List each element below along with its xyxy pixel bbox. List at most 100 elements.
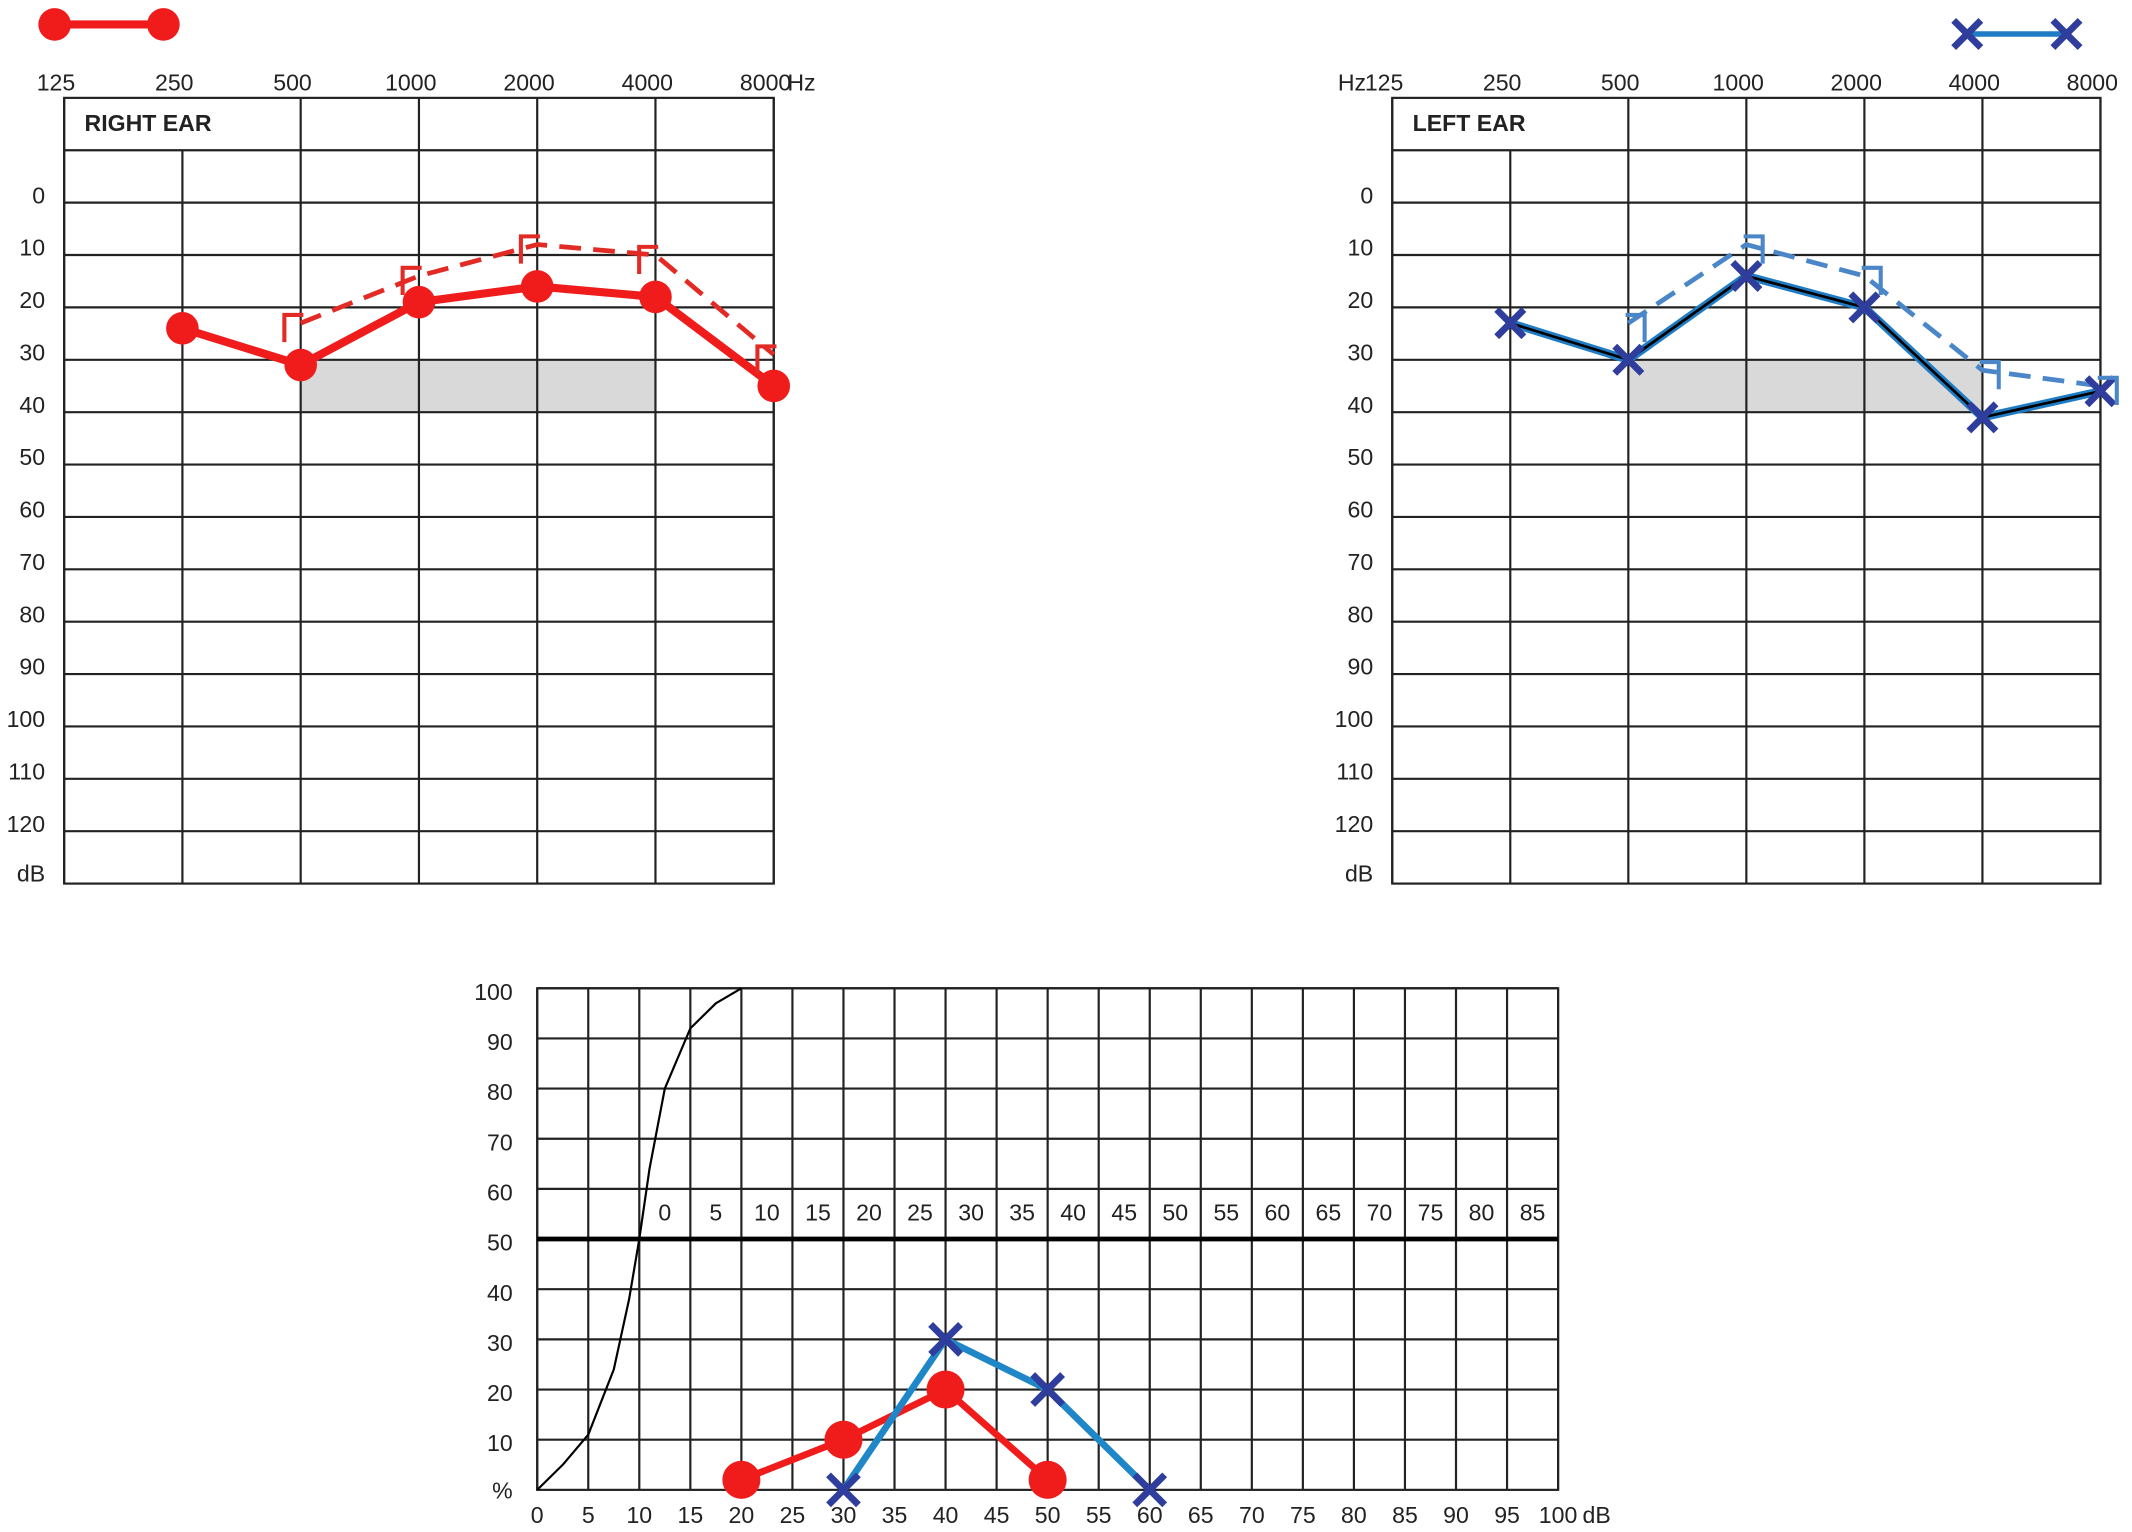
x-tick-label: 0 (531, 1502, 544, 1528)
y-tick-label: 0 (32, 182, 45, 208)
x-tick-label: 40 (933, 1502, 959, 1528)
marker (755, 344, 777, 374)
x-tick-label: 95 (1494, 1502, 1520, 1528)
x-tick-label: 8000 (740, 69, 791, 95)
y-tick-label: 100 (7, 706, 46, 732)
x-tick-label: 500 (1601, 69, 1640, 95)
right-ear-legend (38, 8, 180, 41)
marker (1730, 259, 1763, 292)
audiogram: 125 250 500 1000 2000 4000 8000 0 10 20 30 40 50 60 70… (7, 69, 816, 886)
y-tick-label: 70 (487, 1129, 513, 1155)
y-tick-label: 90 (1348, 654, 1374, 680)
x2-tick-label: 25 (907, 1200, 933, 1226)
y-tick-label: 120 (7, 811, 46, 837)
marker (400, 265, 422, 295)
marker (284, 348, 317, 382)
marker (2084, 375, 2117, 408)
x-tick-label: 55 (1086, 1502, 1112, 1528)
y-tick-label: 50 (19, 444, 45, 470)
marker (824, 1420, 863, 1459)
marker (1861, 265, 1883, 295)
x2-tick-label: 60 (1265, 1200, 1291, 1226)
x-tick-label: 65 (1188, 1502, 1214, 1528)
speech-chart: 0 5 10 15 20 25 30 35 40 45 50 55 60 65 70 75 80 85 90 95 10… (474, 979, 1611, 1528)
x-tick-label: 1000 (1713, 69, 1764, 95)
x-tick-label: 85 (1392, 1502, 1418, 1528)
marker (1966, 401, 1999, 434)
y-tick-label: 10 (1348, 235, 1374, 261)
y-tick-label: 20 (487, 1380, 513, 1406)
x-tick-label: 15 (677, 1502, 703, 1528)
x-axis-label: dB (1583, 1502, 1611, 1528)
y-tick-label: 80 (19, 601, 45, 627)
y-tick-label: 10 (487, 1430, 513, 1456)
y-tick-label: 50 (1348, 444, 1374, 470)
x2-tick-label: 50 (1162, 1200, 1188, 1226)
x-axis-label: Hz (1338, 69, 1366, 95)
x-tick-label: 25 (780, 1502, 806, 1528)
legend-marker (38, 8, 71, 41)
chart-title: RIGHT EAR (85, 110, 212, 136)
x-tick-label: 50 (1035, 1502, 1061, 1528)
y-tick-label: 20 (19, 287, 45, 313)
x2-tick-label: 20 (856, 1200, 882, 1226)
y-tick-label: 10 (19, 235, 45, 261)
y-axis-label: % (492, 1478, 513, 1504)
x-axis-label: Hz (787, 69, 815, 95)
y-tick-label: 30 (1348, 339, 1374, 365)
marker (1625, 312, 1647, 343)
x-tick-label: 100 (1539, 1502, 1578, 1528)
marker (520, 270, 554, 303)
marker (1612, 343, 1645, 376)
x-tick-label: 70 (1239, 1502, 1265, 1528)
x2-tick-label: 30 (958, 1200, 984, 1226)
shaded-range (300, 359, 656, 413)
x-tick-label: 10 (626, 1502, 652, 1528)
legend-marker (147, 8, 180, 41)
y-tick-label: 40 (487, 1280, 513, 1306)
y-tick-label: 120 (1335, 811, 1374, 837)
x-tick-label: 30 (831, 1502, 857, 1528)
marker (826, 1472, 861, 1508)
y-tick-label: 110 (8, 758, 45, 784)
x2-tick-label: 45 (1111, 1200, 1137, 1226)
y-tick-label: 100 (1335, 706, 1374, 732)
marker (1979, 360, 2001, 390)
x-tick-label: 2000 (1831, 69, 1882, 95)
marker (1030, 1372, 1066, 1407)
y-tick-label: 40 (19, 392, 45, 418)
y-tick-label: 100 (474, 979, 513, 1005)
y-tick-label: 90 (487, 1029, 513, 1055)
x-tick-label: 125 (1365, 69, 1404, 95)
marker (518, 234, 540, 264)
marker (1494, 307, 1527, 340)
x-tick-label: 1000 (385, 69, 436, 95)
x-tick-label: 125 (37, 69, 76, 95)
audiogram: 125 250 500 1000 2000 4000 8000 0 10 20 30 40 50 60 70… (1335, 69, 2118, 886)
marker (2097, 375, 2119, 405)
marker (1848, 291, 1881, 324)
marker (639, 280, 672, 314)
marker (1028, 1460, 1067, 1499)
y-tick-label: 0 (1360, 182, 1373, 208)
x2-tick-label: 55 (1213, 1200, 1239, 1226)
y-tick-label: 30 (487, 1330, 513, 1356)
x2-tick-label: 65 (1316, 1200, 1342, 1226)
marker (166, 312, 199, 345)
y-tick-label: 80 (487, 1079, 513, 1105)
y-tick-label: 80 (1348, 601, 1374, 627)
y-tick-label: 30 (19, 339, 45, 365)
shaded-range (1628, 359, 1983, 413)
y-tick-label: 60 (487, 1179, 513, 1205)
x-tick-label: 20 (729, 1502, 755, 1528)
marker (402, 285, 436, 319)
marker (928, 1322, 963, 1357)
chart-title: LEFT EAR (1413, 110, 1526, 136)
x2-tick-label: 75 (1418, 1200, 1444, 1226)
x-tick-label: 80 (1341, 1502, 1367, 1528)
series-line-core (1509, 274, 2101, 419)
y-tick-label: 90 (19, 654, 45, 680)
marker (926, 1370, 965, 1409)
